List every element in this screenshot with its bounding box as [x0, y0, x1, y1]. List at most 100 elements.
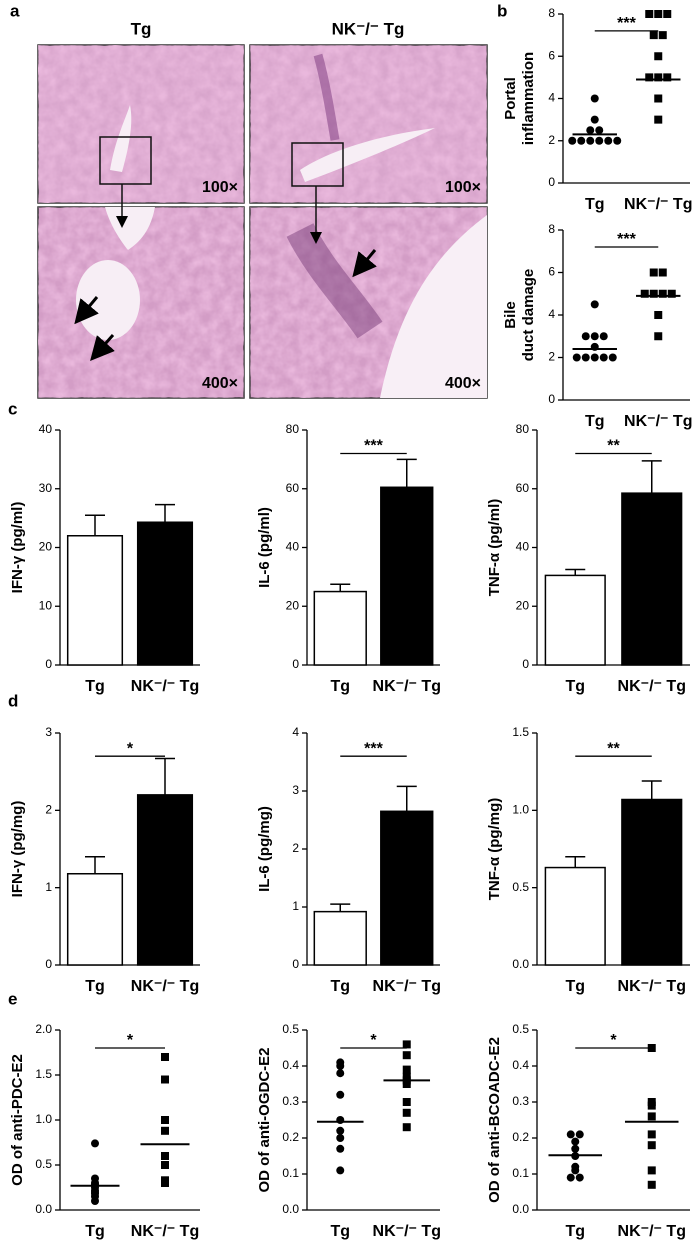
dot [654, 115, 663, 124]
vessel [300, 128, 435, 182]
y-tick-label: 8 [548, 222, 555, 236]
dot [161, 1179, 169, 1187]
x-tick-label: NK⁻/⁻ Tg [373, 1223, 441, 1240]
y-axis-label: TNF-α (pg/ml) [486, 499, 503, 597]
dot [645, 73, 654, 82]
dot [568, 136, 577, 145]
dot [590, 353, 599, 362]
dot [572, 353, 581, 362]
y-tick-label: 0.2 [282, 1130, 299, 1144]
dot [663, 73, 672, 82]
panel-label: d [8, 691, 18, 710]
y-tick-label: 0.5 [512, 1022, 529, 1036]
dot [590, 332, 599, 341]
dot [581, 332, 590, 341]
x-tick-label: NK⁻/⁻ Tg [618, 1223, 686, 1240]
x-tick-label: NK⁻/⁻ Tg [131, 1223, 199, 1240]
y-tick-label: 0.0 [282, 1202, 299, 1216]
significance: *** [364, 740, 383, 757]
y-tick-label: 0.3 [282, 1094, 299, 1108]
dot [571, 1166, 580, 1175]
x-tick-label: Tg [585, 196, 605, 213]
y-tick-label: 4 [292, 725, 299, 739]
dot [647, 1141, 656, 1150]
dot [336, 1134, 345, 1142]
y-tick-label: 0.2 [512, 1130, 529, 1144]
x-tick-label: NK⁻/⁻ Tg [624, 413, 692, 430]
column-title: NK⁻/⁻ Tg [332, 19, 405, 38]
bar [621, 798, 683, 966]
y-tick-label: 0 [548, 175, 555, 189]
x-tick-label: NK⁻/⁻ Tg [373, 678, 441, 695]
x-tick-label: Tg [565, 678, 585, 695]
y-tick-label: 0 [292, 657, 299, 671]
dot [658, 31, 667, 40]
significance: * [370, 1032, 377, 1049]
y-tick-label: 0.5 [512, 880, 529, 894]
dot [647, 1130, 656, 1139]
panel-label: e [8, 989, 17, 1008]
y-tick-label: 0.0 [512, 957, 529, 971]
y-tick-label: 0 [45, 657, 52, 671]
bar [544, 574, 606, 666]
y-axis-label: OD of anti-BCOADC-E2 [486, 1037, 503, 1203]
dot [402, 1080, 411, 1088]
dot [161, 1152, 169, 1160]
dot [161, 1161, 169, 1169]
y-axis-label: inflammation [520, 52, 537, 145]
y-axis-label: Bile [502, 301, 519, 329]
bar [136, 794, 194, 966]
significance: *** [364, 438, 383, 455]
magnification: 100× [445, 179, 481, 196]
y-tick-label: 1 [292, 899, 299, 913]
bar [66, 872, 124, 966]
dot [575, 1130, 584, 1139]
dot [608, 353, 617, 362]
significance: *** [617, 231, 636, 248]
dot [654, 311, 663, 319]
significance: ** [607, 740, 620, 757]
y-tick-label: 6 [548, 265, 555, 279]
x-tick-label: NK⁻/⁻ Tg [131, 678, 199, 695]
panel-label: b [497, 1, 507, 20]
bar [380, 810, 434, 966]
bar [621, 492, 683, 666]
vessel [110, 105, 132, 172]
dot [590, 300, 599, 309]
y-tick-label: 6 [548, 48, 555, 62]
x-tick-label: NK⁻/⁻ Tg [618, 678, 686, 695]
x-tick-label: Tg [330, 978, 350, 995]
y-tick-label: 10 [39, 598, 53, 612]
dot [566, 1130, 575, 1139]
dot [571, 1144, 580, 1153]
bar [544, 866, 606, 966]
y-tick-label: 8 [548, 6, 555, 20]
dot [613, 136, 622, 145]
significance: ** [607, 438, 620, 455]
dot [604, 136, 613, 145]
bar [136, 521, 194, 666]
y-axis-label: Portal [502, 77, 519, 120]
x-tick-label: Tg [85, 978, 105, 995]
dot [658, 268, 667, 277]
y-tick-label: 0 [292, 957, 299, 971]
dot [402, 1051, 411, 1060]
y-tick-label: 3 [45, 725, 52, 739]
histology: Tg NK⁻/⁻ Tg 100× 100× 400× 400× [37, 19, 488, 399]
dot [649, 289, 658, 298]
y-tick-label: 2 [45, 803, 52, 817]
dot [336, 1126, 345, 1135]
y-tick-label: 0.1 [512, 1166, 529, 1180]
y-tick-label: 0.1 [282, 1166, 299, 1180]
dot [599, 332, 608, 341]
dot [575, 1173, 584, 1182]
dot [599, 353, 608, 362]
dot [649, 31, 658, 40]
y-tick-label: 80 [516, 422, 530, 436]
x-tick-label: NK⁻/⁻ Tg [618, 978, 686, 995]
y-tick-label: 0.4 [512, 1058, 529, 1072]
y-tick-label: 1.5 [512, 725, 529, 739]
magnification: 400× [202, 375, 238, 392]
dot [647, 1166, 656, 1175]
vessel [380, 215, 487, 398]
